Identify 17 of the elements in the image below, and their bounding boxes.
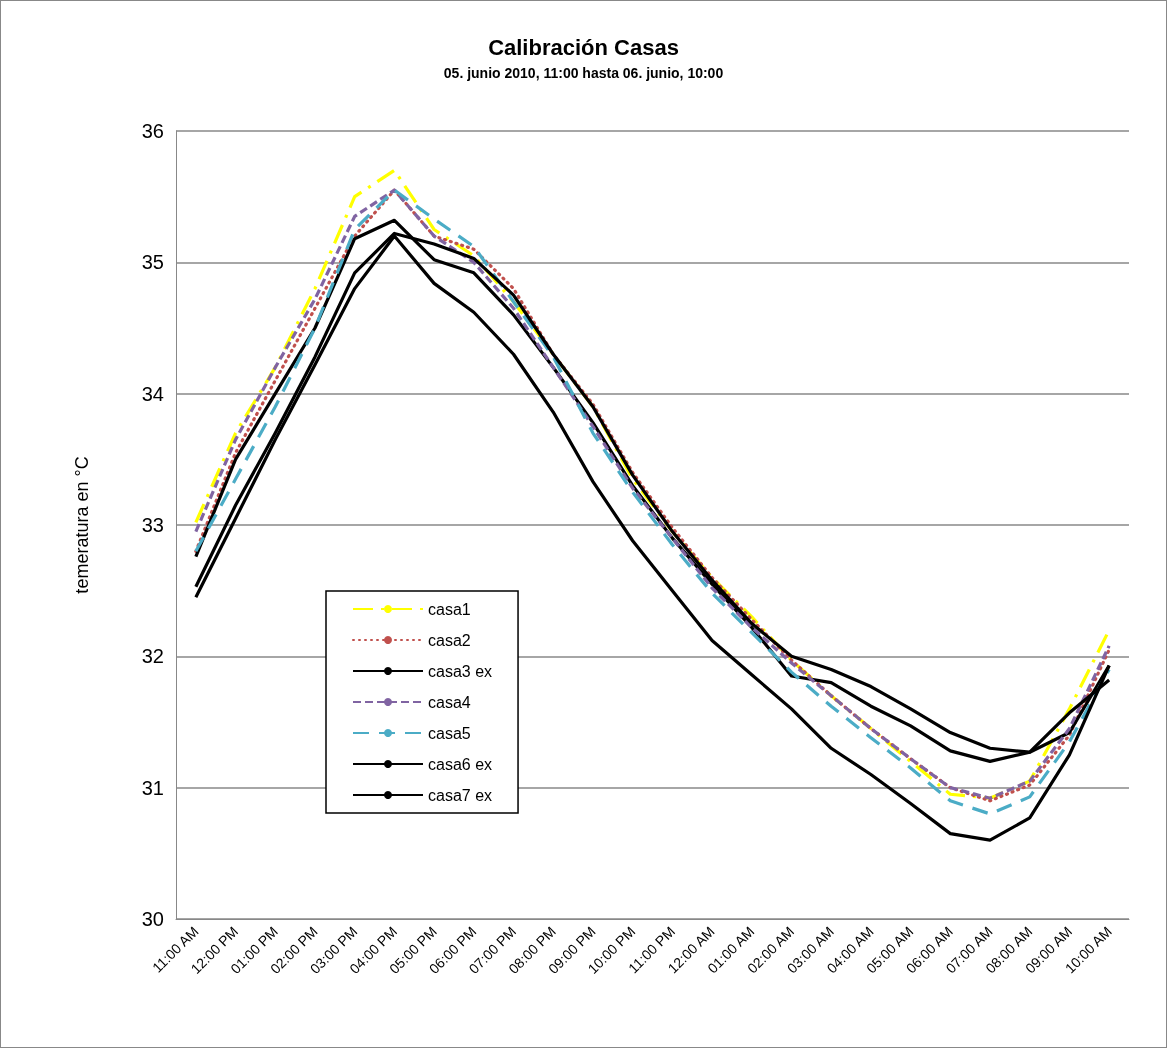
chart-subtitle: 05. junio 2010, 11:00 hasta 06. junio, 10:00 [443,65,724,81]
y-tick-label: 34 [141,382,164,405]
legend-label: casa2 [428,631,471,649]
legend-label: casa7 ex [428,786,493,804]
y-tick-label: 32 [141,645,164,668]
y-tick-label: 35 [141,251,164,274]
legend-label: casa4 [428,693,471,711]
chart-title: Calibración Casas [488,34,679,60]
y-axis-title: temeratura en °C [72,456,92,594]
legend-label: casa6 ex [428,755,493,773]
legend-label: casa5 [428,724,471,742]
y-tick-label: 36 [141,120,164,142]
legend-label: casa3 ex [428,662,493,680]
y-tick-label: 31 [141,776,164,799]
y-tick-label: 30 [141,908,164,930]
legend-label: casa1 [428,600,471,618]
y-tick-label: 33 [141,514,164,536]
